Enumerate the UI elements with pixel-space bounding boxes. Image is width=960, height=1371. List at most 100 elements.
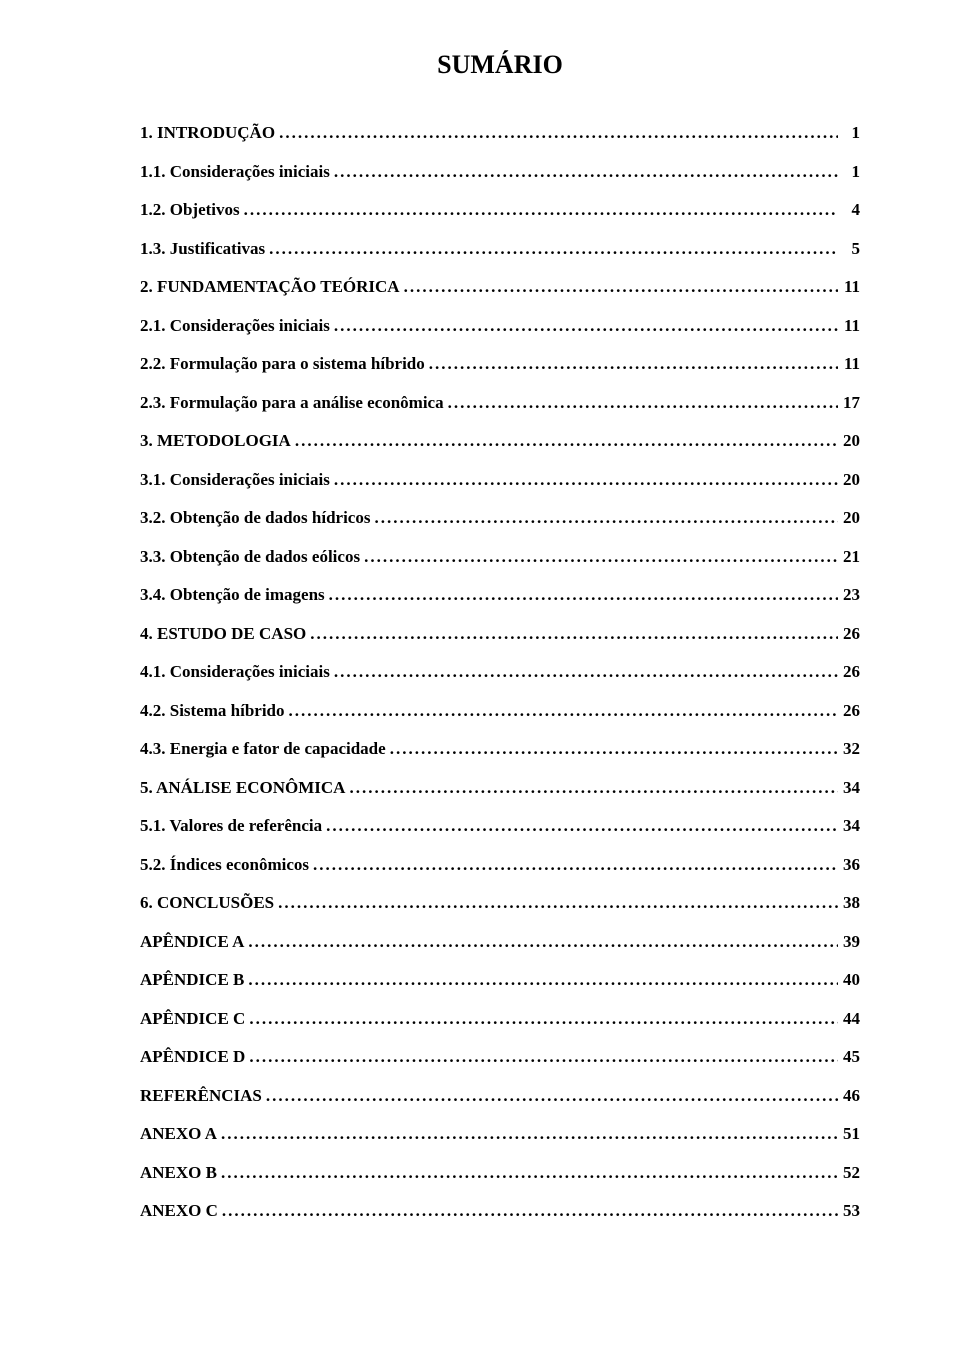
toc-entry-label: REFERÊNCIAS — [140, 1083, 262, 1109]
toc-entry-page: 39 — [838, 929, 860, 955]
toc-entry: ANEXO C 53 — [140, 1198, 860, 1224]
toc-entry-label: 2.1. Considerações iniciais — [140, 313, 330, 339]
toc-dot-leader — [217, 1121, 838, 1147]
toc-dot-leader — [244, 929, 838, 955]
toc-entry: 1. INTRODUÇÃO 1 — [140, 120, 860, 146]
toc-entry: 2.1. Considerações iniciais 11 — [140, 313, 860, 339]
toc-entry: 3.4. Obtenção de imagens 23 — [140, 582, 860, 608]
toc-dot-leader — [386, 736, 838, 762]
toc-entry-page: 20 — [838, 428, 860, 454]
toc-entry-page: 45 — [838, 1044, 860, 1070]
toc-entry-label: 4.2. Sistema híbrido — [140, 698, 285, 724]
toc-entry: APÊNDICE B 40 — [140, 967, 860, 993]
table-of-contents: 1. INTRODUÇÃO11.1. Considerações iniciai… — [140, 120, 860, 1224]
toc-entry: APÊNDICE C 44 — [140, 1006, 860, 1032]
toc-entry-label: ANEXO A — [140, 1121, 217, 1147]
toc-dot-leader — [245, 1044, 838, 1070]
toc-dot-leader — [265, 236, 838, 262]
toc-entry-page: 11 — [838, 351, 860, 377]
toc-entry: 6. CONCLUSÕES 38 — [140, 890, 860, 916]
toc-entry: 1.3. Justificativas5 — [140, 236, 860, 262]
toc-entry-page: 17 — [838, 390, 860, 416]
toc-entry-page: 44 — [838, 1006, 860, 1032]
toc-dot-leader — [330, 659, 838, 685]
toc-dot-leader — [330, 159, 838, 185]
toc-entry: 4.2. Sistema híbrido 26 — [140, 698, 860, 724]
toc-entry-page: 53 — [838, 1198, 860, 1224]
toc-dot-leader — [444, 390, 838, 416]
toc-entry-page: 26 — [838, 621, 860, 647]
toc-entry: ANEXO B52 — [140, 1160, 860, 1186]
toc-entry-page: 38 — [838, 890, 860, 916]
toc-dot-leader — [218, 1198, 838, 1224]
toc-dot-leader — [345, 775, 838, 801]
toc-entry-page: 23 — [838, 582, 860, 608]
toc-entry-page: 1 — [838, 159, 860, 185]
toc-entry: 2.3. Formulação para a análise econômica… — [140, 390, 860, 416]
toc-dot-leader — [285, 698, 838, 724]
toc-entry: 4. ESTUDO DE CASO 26 — [140, 621, 860, 647]
toc-entry: 2.2. Formulação para o sistema híbrido11 — [140, 351, 860, 377]
toc-entry: APÊNDICE A 39 — [140, 929, 860, 955]
toc-entry-label: 3.4. Obtenção de imagens — [140, 582, 325, 608]
toc-entry-page: 34 — [838, 775, 860, 801]
toc-entry-label: 5. ANÁLISE ECONÔMICA — [140, 775, 345, 801]
toc-entry-page: 26 — [838, 698, 860, 724]
toc-entry-label: 1.2. Objetivos — [140, 197, 240, 223]
toc-dot-leader — [244, 967, 838, 993]
toc-dot-leader — [330, 467, 838, 493]
toc-entry: 5. ANÁLISE ECONÔMICA 34 — [140, 775, 860, 801]
toc-entry: 3. METODOLOGIA20 — [140, 428, 860, 454]
toc-entry-page: 32 — [838, 736, 860, 762]
toc-entry-label: 3.2. Obtenção de dados hídricos — [140, 505, 370, 531]
toc-entry-page: 51 — [838, 1121, 860, 1147]
toc-entry-label: 4.1. Considerações iniciais — [140, 659, 330, 685]
toc-entry-label: APÊNDICE C — [140, 1006, 245, 1032]
toc-entry-page: 21 — [838, 544, 860, 570]
toc-entry-page: 40 — [838, 967, 860, 993]
toc-entry-label: 2. FUNDAMENTAÇÃO TEÓRICA — [140, 274, 400, 300]
toc-dot-leader — [291, 428, 838, 454]
toc-entry: 2. FUNDAMENTAÇÃO TEÓRICA 11 — [140, 274, 860, 300]
toc-entry: 3.1. Considerações iniciais20 — [140, 467, 860, 493]
toc-entry-label: APÊNDICE B — [140, 967, 244, 993]
toc-dot-leader — [240, 197, 838, 223]
toc-dot-leader — [370, 505, 838, 531]
toc-entry: REFERÊNCIAS 46 — [140, 1083, 860, 1109]
toc-dot-leader — [306, 621, 838, 647]
toc-entry-page: 34 — [838, 813, 860, 839]
toc-entry-label: 5.2. Índices econômicos — [140, 852, 309, 878]
toc-entry-label: 5.1. Valores de referência — [140, 813, 322, 839]
toc-dot-leader — [274, 890, 838, 916]
page-title: SUMÁRIO — [140, 50, 860, 80]
toc-entry-page: 46 — [838, 1083, 860, 1109]
toc-entry-page: 11 — [838, 274, 860, 300]
toc-entry: 5.2. Índices econômicos 36 — [140, 852, 860, 878]
toc-dot-leader — [325, 582, 838, 608]
toc-entry-label: 3.1. Considerações iniciais — [140, 467, 330, 493]
toc-entry: 4.3. Energia e fator de capacidade32 — [140, 736, 860, 762]
toc-entry-label: APÊNDICE A — [140, 929, 244, 955]
toc-entry-label: 2.3. Formulação para a análise econômica — [140, 390, 444, 416]
toc-entry: 1.1. Considerações iniciais1 — [140, 159, 860, 185]
toc-entry: 5.1. Valores de referência 34 — [140, 813, 860, 839]
toc-dot-leader — [217, 1160, 838, 1186]
toc-entry-label: 1. INTRODUÇÃO — [140, 120, 275, 146]
toc-entry-page: 26 — [838, 659, 860, 685]
toc-entry: 3.2. Obtenção de dados hídricos20 — [140, 505, 860, 531]
toc-entry-label: ANEXO C — [140, 1198, 218, 1224]
toc-entry-label: ANEXO B — [140, 1160, 217, 1186]
toc-entry-page: 36 — [838, 852, 860, 878]
toc-entry-page: 1 — [838, 120, 860, 146]
toc-entry-page: 4 — [838, 197, 860, 223]
toc-entry-label: 6. CONCLUSÕES — [140, 890, 274, 916]
toc-entry-label: 1.3. Justificativas — [140, 236, 265, 262]
toc-dot-leader — [330, 313, 838, 339]
toc-entry-page: 11 — [838, 313, 860, 339]
toc-entry-label: 3.3. Obtenção de dados eólicos — [140, 544, 360, 570]
toc-entry-label: 4. ESTUDO DE CASO — [140, 621, 306, 647]
toc-dot-leader — [262, 1083, 838, 1109]
toc-dot-leader — [275, 120, 838, 146]
toc-dot-leader — [400, 274, 838, 300]
toc-entry-label: APÊNDICE D — [140, 1044, 245, 1070]
